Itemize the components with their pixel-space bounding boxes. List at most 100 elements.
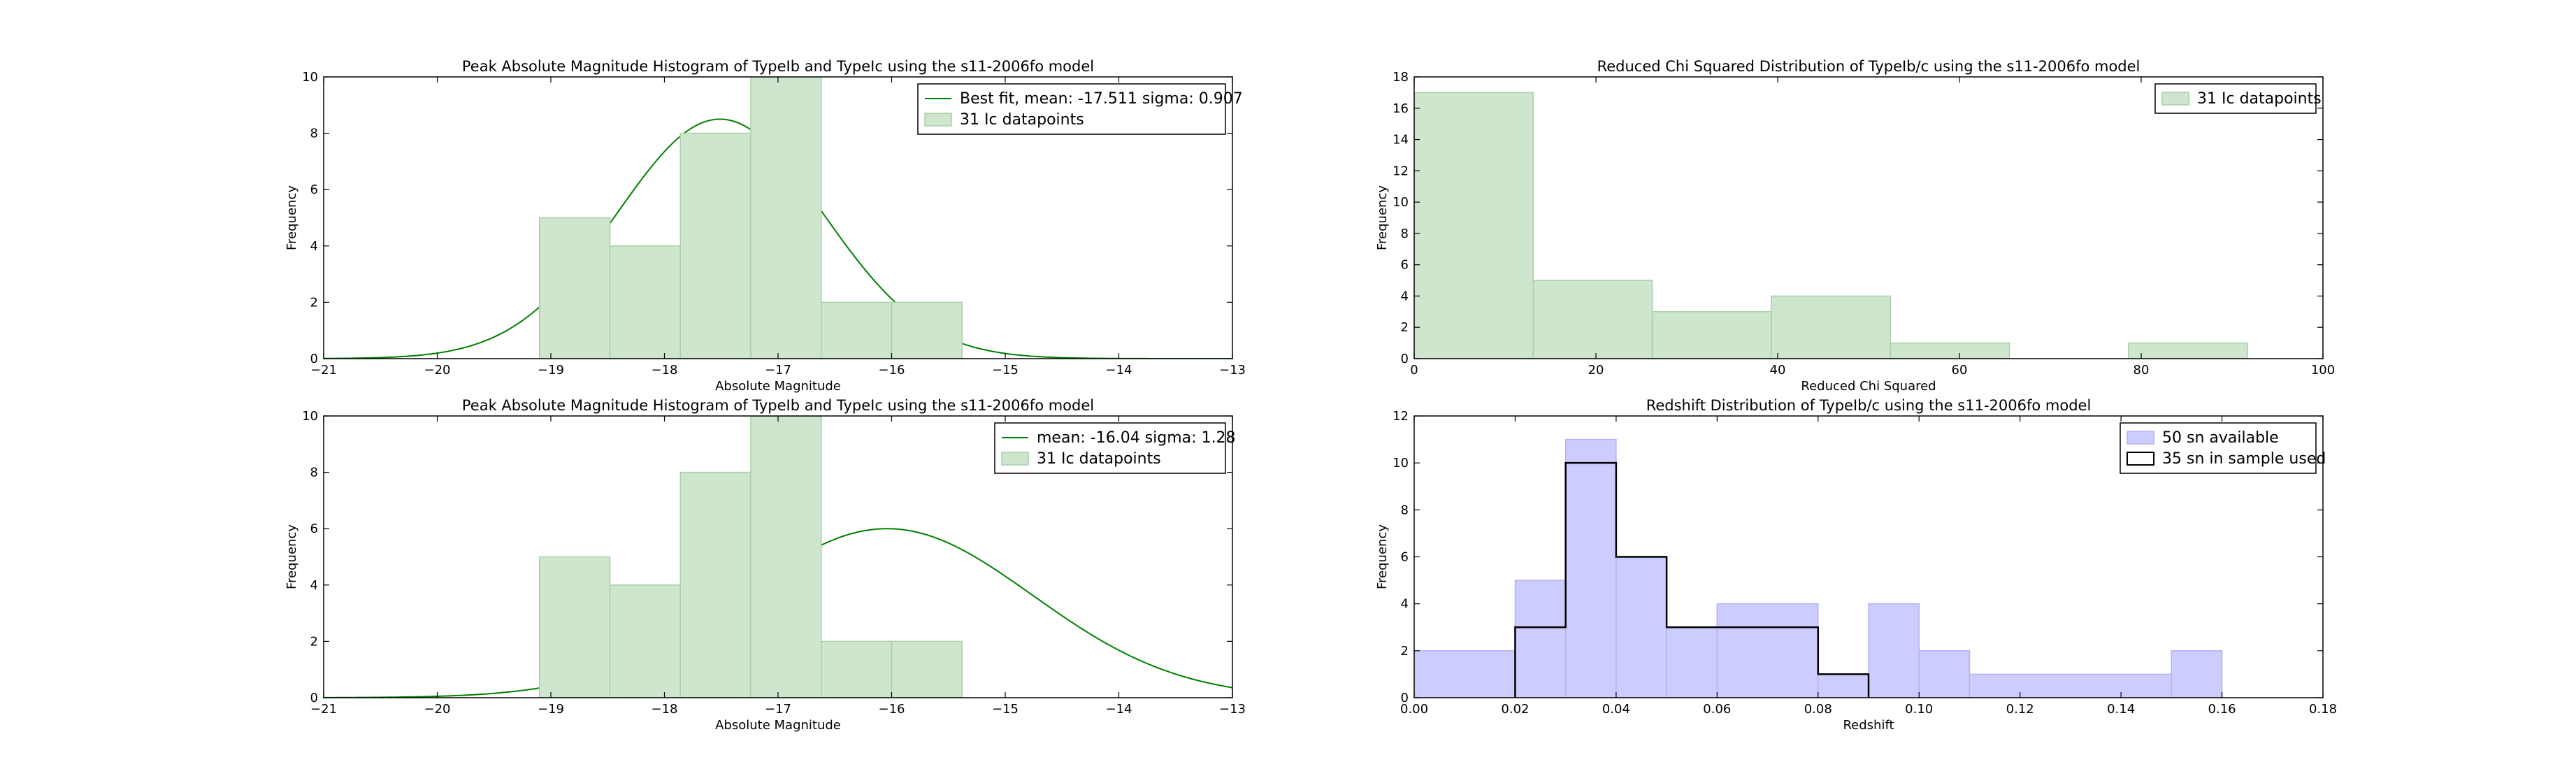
x-tick-label: −16 [879, 702, 905, 717]
x-tick-label: −13 [1219, 702, 1246, 717]
hist-bar [1414, 650, 1516, 698]
x-axis-label: Redshift [1843, 718, 1894, 733]
legend: mean: -16.04 sigma: 1.28 31 Ic datapoints [994, 422, 1236, 474]
y-tick-label: 4 [1401, 289, 1409, 303]
legend-box [917, 83, 1226, 135]
y-tick-label: 16 [1393, 101, 1409, 116]
subplot-4: 0.00 0.02 0.04 0.06 0.08 0.10 0.12 0.14 0.16 0.18… [1375, 397, 2337, 733]
x-tick-label: −15 [992, 702, 1019, 717]
hist-bar [1616, 556, 1667, 698]
step-outline-series [1514, 461, 1870, 698]
y-tick-label: 2 [1401, 644, 1409, 659]
hist-bar [891, 640, 963, 698]
x-tick-label: −13 [1219, 363, 1246, 378]
chart-title: Peak Absolute Magnitude Histogram of Typ… [462, 397, 1094, 414]
x-tick-label: −21 [310, 702, 337, 717]
x-tick-label: 0.04 [1602, 702, 1630, 717]
legend-patch-swatch [2127, 431, 2154, 445]
plot-area-1 [324, 77, 1232, 359]
hist-bar [750, 416, 822, 698]
x-axis-label: Reduced Chi Squared [1801, 379, 1936, 394]
y-tick-label: 4 [310, 239, 318, 254]
x-tick-label: 0.06 [1703, 702, 1731, 717]
plot-area-2 [1414, 92, 2248, 359]
y-tick-label: 14 [1393, 133, 1409, 148]
hist-bar [1818, 673, 1869, 698]
y-axis-label: Frequency [1375, 524, 1390, 589]
x-tick-label: 0.08 [1804, 702, 1832, 717]
chart-title: Redshift Distribution of TypeIb/c using … [1646, 397, 2092, 414]
hist-bar [1890, 342, 2010, 359]
y-axis-label: Frequency [1375, 185, 1390, 250]
x-tick-label: 0.10 [1905, 702, 1933, 717]
legend: 31 Ic datapoints [2154, 83, 2322, 114]
y-tick-label: 6 [1401, 258, 1409, 273]
legend-label: 31 Ic datapoints [960, 111, 1084, 129]
y-tick-label: 2 [310, 634, 318, 649]
hist-bar [609, 245, 681, 359]
x-tick-label: 0.16 [2208, 702, 2236, 717]
legend-box [994, 422, 1226, 474]
legend-patch-swatch [924, 113, 952, 127]
hist-bar [1414, 92, 1534, 359]
y-tick-label: 12 [1393, 409, 1409, 424]
legend-label: 31 Ic datapoints [1037, 450, 1161, 468]
x-tick-label: −16 [879, 363, 905, 378]
hist-bar [609, 584, 681, 698]
hist-bar [679, 471, 751, 698]
subplot-1: −21 −20 −19 −18 −17 −16 −15 −14 −13 0 2 4 6 8 10 Peak A… [285, 58, 1246, 394]
x-tick-label: −18 [652, 363, 678, 378]
x-tick-label: −17 [765, 702, 791, 717]
y-tick-label: 0 [310, 691, 318, 705]
hist-bar [1918, 650, 1971, 698]
legend-label: 50 sn available [2162, 429, 2279, 447]
x-tick-label: −20 [424, 363, 451, 378]
y-axis-label: Frequency [285, 185, 299, 250]
axes-frame [1413, 76, 2324, 359]
legend: Best fit, mean: -17.511 sigma: 0.907 31 I… [917, 83, 1243, 135]
y-tick-label: 8 [310, 127, 318, 141]
x-axis-label: Absolute Magnitude [715, 379, 841, 394]
x-tick-label: 0 [1410, 363, 1418, 378]
legend-patch-swatch [1001, 452, 1029, 466]
y-tick-label: 10 [302, 409, 318, 424]
y-tick-label: 8 [1401, 227, 1409, 241]
x-tick-label: −21 [310, 363, 337, 378]
x-tick-label: 0.00 [1400, 702, 1428, 717]
legend: 50 sn available 35 sn in sample used [2120, 422, 2326, 474]
y-tick-label: 6 [310, 182, 318, 197]
legend-label: 35 sn in sample used [2162, 450, 2326, 468]
x-tick-label: −17 [765, 363, 791, 378]
hist-bar [2171, 650, 2223, 698]
x-tick-label: −15 [992, 363, 1019, 378]
x-tick-label: 0.02 [1501, 702, 1529, 717]
legend-label: Best fit, mean: -17.511 sigma: 0.907 [960, 90, 1243, 108]
hist-bar [539, 556, 611, 698]
y-tick-label: 2 [310, 295, 318, 310]
hist-bar [821, 301, 893, 359]
x-tick-label: −14 [1106, 363, 1132, 378]
x-tick-label: −19 [538, 702, 564, 717]
x-tick-label: 100 [2311, 363, 2335, 378]
legend-label: 31 Ic datapoints [2197, 90, 2322, 108]
plot-area-4 [1414, 438, 2223, 698]
y-tick-label: 2 [1401, 320, 1409, 335]
legend-label: mean: -16.04 sigma: 1.28 [1037, 429, 1236, 447]
x-tick-label: 40 [1770, 363, 1786, 378]
hist-bar [891, 301, 963, 359]
x-tick-label: 80 [2134, 363, 2150, 378]
y-tick-label: 0 [1401, 691, 1409, 705]
y-tick-label: 10 [302, 70, 318, 85]
x-tick-label: −18 [652, 702, 678, 717]
y-axis-label: Frequency [285, 524, 299, 589]
x-tick-label: 0.14 [2107, 702, 2135, 717]
x-tick-label: −20 [424, 702, 451, 717]
y-tick-label: 6 [310, 522, 318, 536]
hist-bar [1868, 603, 1920, 698]
x-tick-label: −19 [538, 363, 564, 378]
hist-bar [1716, 603, 1819, 698]
y-tick-label: 0 [1401, 352, 1409, 366]
hist-bar [1771, 295, 1891, 359]
y-tick-label: 18 [1393, 70, 1409, 85]
